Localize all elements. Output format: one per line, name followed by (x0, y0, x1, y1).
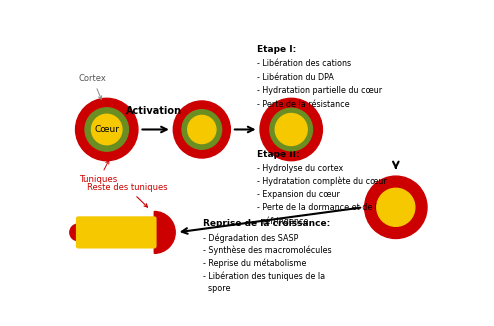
Text: Cœur: Cœur (94, 125, 119, 134)
FancyBboxPatch shape (76, 216, 157, 248)
Text: Etape II:: Etape II: (257, 150, 300, 159)
Text: - Libération des tuniques de la: - Libération des tuniques de la (203, 271, 325, 281)
Text: Reprise de la croissance:: Reprise de la croissance: (203, 219, 330, 228)
Text: - Hydratation partielle du cœur: - Hydratation partielle du cœur (257, 86, 382, 95)
Circle shape (365, 176, 427, 239)
Text: - Hydrolyse du cortex: - Hydrolyse du cortex (257, 164, 343, 173)
Circle shape (275, 113, 307, 145)
Text: - Hydratation complète du cœur: - Hydratation complète du cœur (257, 177, 387, 186)
Circle shape (260, 98, 323, 161)
Text: Activation: Activation (126, 106, 182, 116)
Text: Cortex: Cortex (79, 74, 107, 99)
Circle shape (173, 101, 230, 158)
Circle shape (270, 108, 313, 151)
Circle shape (85, 108, 128, 151)
Text: Reste des tuniques: Reste des tuniques (87, 183, 167, 207)
Wedge shape (70, 224, 78, 241)
Text: Tuniques: Tuniques (80, 160, 118, 184)
Circle shape (377, 188, 415, 226)
Circle shape (182, 110, 222, 149)
Text: - Reprise du métabolisme: - Reprise du métabolisme (203, 259, 306, 268)
Circle shape (91, 114, 122, 145)
Text: - Dégradation des SASP: - Dégradation des SASP (203, 233, 298, 243)
Text: - Expansion du cœur: - Expansion du cœur (257, 190, 340, 199)
Circle shape (76, 98, 138, 161)
Text: - Libération du DPA: - Libération du DPA (257, 73, 334, 82)
Text: - Perte de la résistance: - Perte de la résistance (257, 99, 350, 109)
Text: Etape I:: Etape I: (257, 45, 296, 54)
Wedge shape (154, 212, 175, 253)
Text: spore: spore (203, 284, 231, 293)
Text: - Libération des cations: - Libération des cations (257, 59, 351, 68)
Text: réfringence: réfringence (257, 216, 308, 226)
Text: - Synthèse des macromolécules: - Synthèse des macromolécules (203, 246, 332, 255)
Text: - Perte de la dormance et de la: - Perte de la dormance et de la (257, 203, 382, 212)
Circle shape (188, 115, 216, 143)
